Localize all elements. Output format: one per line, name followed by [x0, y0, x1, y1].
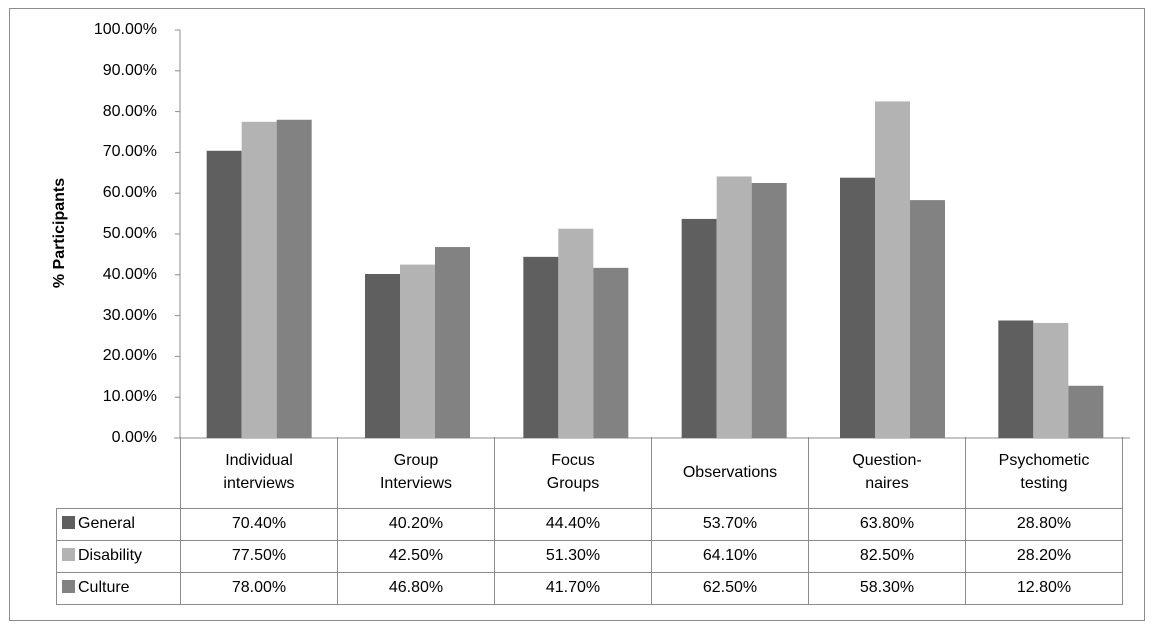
bar-disability-1 [400, 264, 435, 438]
bar-disability-2 [558, 228, 594, 438]
y-tick-label: 80.00% [102, 102, 157, 120]
legend-entry: Culture [56, 571, 181, 605]
legend-entry: General [56, 507, 181, 541]
legend-label: Disability [78, 547, 143, 564]
y-tick-label: 50.00% [102, 225, 157, 242]
data-label: 42.50% [337, 539, 495, 573]
data-label: 58.30% [808, 571, 966, 605]
category-label-line: Psychometic [998, 452, 1090, 470]
data-label: 63.80% [808, 507, 966, 541]
data-label: 12.80% [965, 571, 1123, 605]
data-label: 46.80% [337, 571, 495, 605]
legend-entry: Disability [56, 539, 181, 573]
category-label: Group Interviews [337, 437, 495, 509]
y-tick-label: 100.00% [93, 21, 157, 38]
bar-culture-3 [751, 183, 787, 438]
legend-swatch [62, 516, 75, 529]
legend-label: General [78, 515, 135, 532]
bar-general-3 [681, 218, 717, 438]
y-tick-label: 70.00% [102, 143, 157, 161]
category-label: Focus Groups [494, 437, 652, 509]
data-label: 64.10% [651, 539, 809, 573]
bar-disability-5 [1033, 322, 1069, 438]
bar-general-0 [206, 150, 242, 438]
category-label-line: interviews [223, 475, 295, 493]
data-label: 77.50% [180, 539, 338, 573]
bar-general-4 [840, 177, 875, 439]
bar-disability-3 [716, 176, 752, 439]
y-tick-label: 40.00% [102, 265, 157, 283]
table-row: Culture 78.00% 46.80% 41.70% 62.50% 58.30% 12.… [56, 571, 1123, 605]
category-label-line: Observations [682, 463, 778, 481]
category-label: Psychometic testing [965, 437, 1123, 509]
table-corner [57, 437, 181, 508]
category-label-line: Individual [225, 452, 293, 470]
data-label: 40.20% [337, 507, 495, 541]
data-label: 78.00% [180, 571, 338, 605]
bar-disability-0 [241, 121, 277, 439]
category-label-line: testing [1020, 475, 1068, 493]
table-row: General 70.40% 40.20% 44.40% 53.70% 63.80% 28.… [56, 507, 1123, 541]
data-label: 51.30% [494, 539, 652, 573]
bar-culture-2 [593, 267, 629, 438]
legend-swatch [62, 580, 75, 593]
category-label: Question-naires [808, 437, 966, 509]
bar-general-5 [998, 320, 1034, 438]
data-label: 41.70% [494, 571, 652, 605]
category-label-line: Groups [546, 475, 600, 493]
data-label: 28.20% [965, 539, 1123, 573]
bar-culture-5 [1068, 385, 1104, 438]
table-row: Disability 77.50% 42.50% 51.30% 64.10% 82.50%… [56, 539, 1123, 573]
category-label: Observations [651, 437, 809, 509]
bar-culture-1 [435, 247, 470, 438]
y-tick-label: 20.00% [102, 347, 157, 365]
y-tick-label: 90.00% [102, 61, 157, 79]
data-label: 28.80% [965, 507, 1123, 541]
data-table: Individual interviews Group Interviews Focus… [56, 437, 1123, 605]
category-label-line: Focus [551, 452, 595, 470]
bar-culture-4 [910, 200, 945, 438]
chart-frame [9, 8, 1145, 621]
category-label-line: Interviews [379, 475, 453, 493]
y-tick-label: 60.00% [102, 184, 157, 202]
category-label-line: Question- [852, 452, 922, 470]
data-label: 44.40% [494, 507, 652, 541]
category-label-line: naires [865, 475, 909, 493]
data-label: 53.70% [651, 507, 809, 541]
category-label: Individual interviews [180, 437, 338, 509]
bar-general-1 [365, 273, 400, 438]
y-tick-label: 30.00% [102, 306, 157, 324]
legend-swatch [62, 548, 75, 561]
bar-culture-0 [276, 119, 312, 438]
data-label: 62.50% [651, 571, 809, 605]
bar-disability-4 [875, 101, 910, 439]
y-tick-label: 10.00% [102, 388, 157, 406]
data-label: 82.50% [808, 539, 966, 573]
bar-general-2 [523, 256, 559, 438]
legend-label: Culture [78, 579, 130, 596]
data-label: 70.40% [180, 507, 338, 541]
y-tick-label: 0.00% [111, 429, 157, 446]
category-label-line: Group [393, 452, 439, 470]
